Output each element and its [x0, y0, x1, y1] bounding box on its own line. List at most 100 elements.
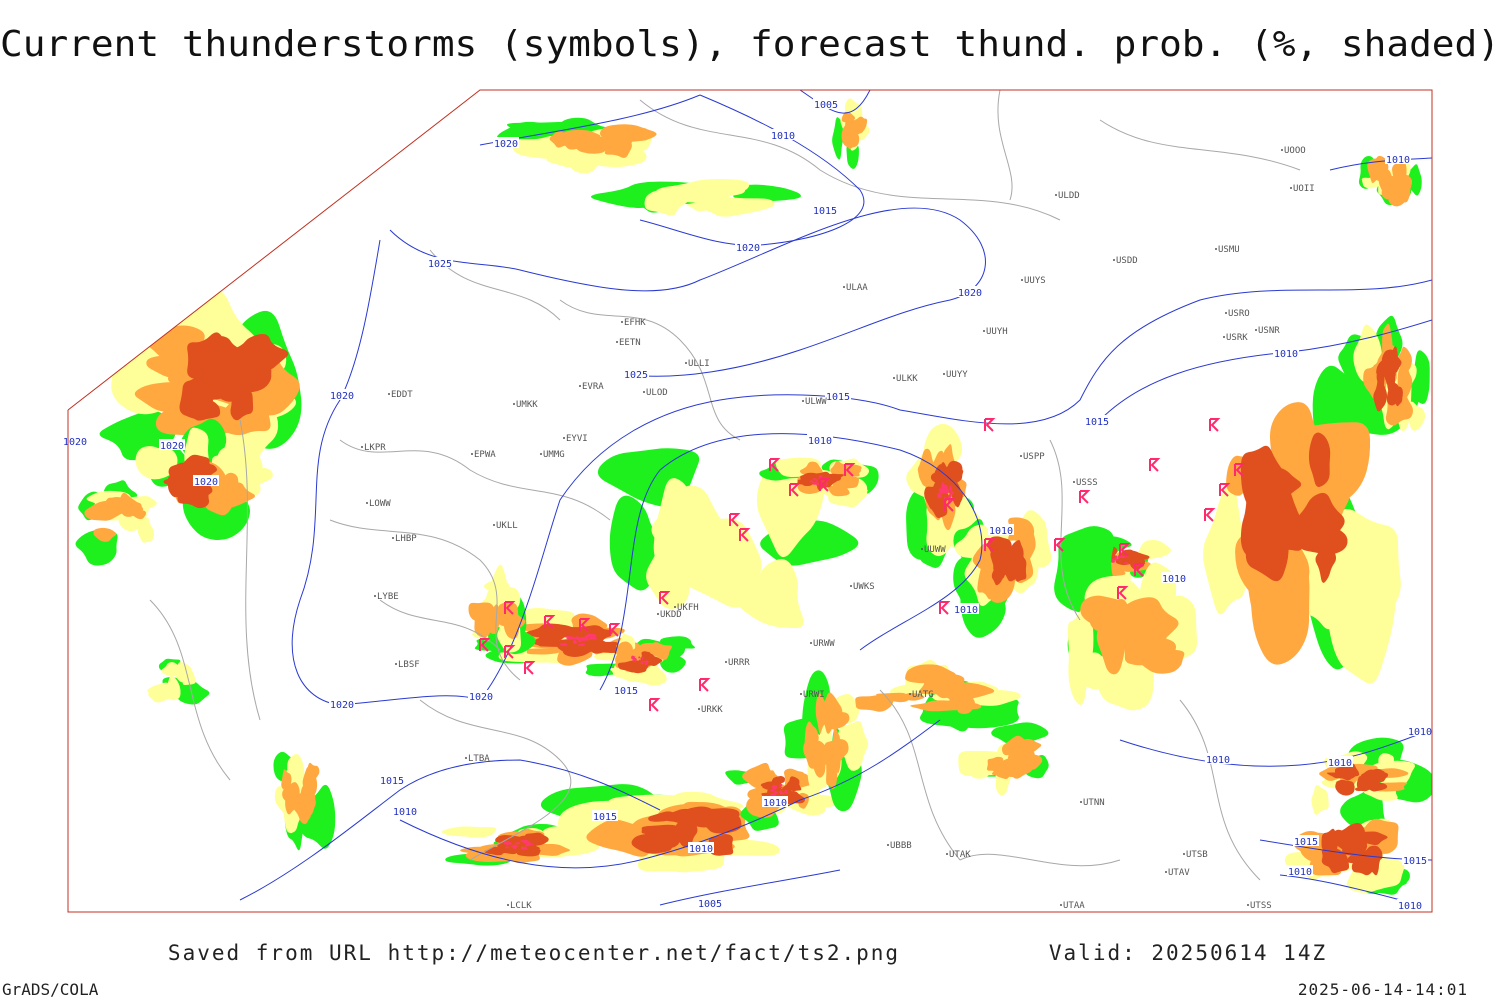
isobar-label: 1015: [826, 392, 850, 403]
shaded-area: [546, 154, 581, 168]
shaded-area: [588, 636, 597, 640]
shaded-area: [941, 482, 945, 489]
storm-symbol: [1117, 586, 1129, 600]
shaded-area: [549, 131, 575, 148]
label-bg: [62, 435, 88, 446]
isobar: [659, 869, 841, 906]
isobar-label: 1010: [393, 807, 417, 818]
shaded-area: [632, 657, 637, 660]
shaded-area: [1373, 379, 1388, 412]
shaded-area: [1335, 779, 1355, 796]
software-credit: GrADS/COLA: [2, 980, 99, 999]
shaded-area: [131, 510, 147, 519]
station-label: UOII: [1293, 184, 1315, 194]
shaded-area: [771, 776, 785, 784]
shaded-area: [839, 720, 869, 771]
station-dot: [540, 453, 542, 455]
shaded-area: [644, 830, 680, 849]
station-dot: [1080, 801, 1082, 803]
isobar-label: 1010: [1328, 758, 1352, 769]
station-dot: [893, 377, 895, 379]
storm-symbol: [699, 678, 711, 692]
shaded-area: [848, 116, 865, 137]
isobar-label: 1010: [763, 798, 787, 809]
shaded-area: [135, 446, 178, 480]
shaded-area: [84, 500, 123, 521]
shaded-area: [191, 463, 211, 474]
station-label: UMMG: [543, 450, 565, 460]
shaded-area: [577, 638, 582, 643]
isobar-label: 1020: [330, 391, 354, 402]
station-label: USRO: [1228, 309, 1250, 319]
storm-symbol: [1234, 463, 1246, 477]
shaded-area: [939, 490, 944, 494]
labels: 1005 1010 1020 1015 1020 1025 1020 1025 1015 1020…: [62, 98, 1433, 912]
timestamp: 2025-06-14-14:01: [1298, 980, 1468, 999]
isobar-label: 1015: [614, 686, 638, 697]
shaded-area: [525, 843, 535, 846]
label-bg: [427, 257, 453, 268]
station-label: UTSS: [1250, 901, 1272, 911]
thunderstorm-symbols: [479, 418, 1246, 712]
station-label: ULAA: [846, 283, 868, 293]
shaded-area: [656, 179, 750, 203]
shaded-area: [1118, 560, 1121, 563]
isobar-label: 1025: [624, 370, 648, 381]
label-bg: [735, 241, 761, 252]
station-label: ULDD: [1058, 191, 1080, 201]
station-label: EPWA: [474, 450, 496, 460]
shaded-area: [1124, 562, 1127, 564]
station-label: USDD: [1116, 256, 1138, 266]
storm-symbol: [1149, 458, 1161, 472]
station-label: URRR: [728, 658, 750, 668]
isobar-label: 1010: [771, 131, 795, 142]
station-dot: [1165, 871, 1167, 873]
shaded-area: [525, 832, 549, 844]
station-label: UUYH: [986, 327, 1008, 337]
station-dot: [1215, 248, 1217, 250]
station-dot: [1060, 904, 1062, 906]
shaded-area: [832, 117, 844, 160]
shaded-area: [788, 776, 800, 791]
isobar-label: 1015: [1403, 856, 1427, 867]
shaded-area: [1137, 540, 1172, 560]
shaded-area: [809, 480, 814, 483]
label-bg: [770, 129, 796, 140]
station-label: LBSF: [398, 660, 420, 670]
shaded-area: [1126, 563, 1130, 565]
station-label: URWI: [803, 690, 825, 700]
shaded-area: [638, 659, 641, 661]
map-frame: [67, 89, 1433, 913]
isobar-label: 1005: [814, 100, 838, 111]
station-label: UOOO: [1284, 146, 1306, 156]
shaded-area: [1125, 556, 1130, 558]
shaded-area: [1067, 607, 1094, 705]
shaded-area: [229, 333, 289, 371]
shaded-area: [633, 643, 664, 655]
station-label: UKLL: [496, 521, 518, 531]
station-dot: [1255, 329, 1257, 331]
source-url: Saved from URL http://meteocenter.net/fa…: [168, 941, 900, 965]
shaded-area: [562, 641, 595, 657]
shaded-area: [1115, 557, 1118, 561]
shaded-area: [638, 656, 641, 659]
label-bg: [329, 389, 355, 400]
shaded-area: [560, 643, 568, 646]
label-bg: [762, 796, 788, 807]
shaded-area: [1332, 829, 1349, 850]
storm-symbol: [944, 498, 956, 512]
station-dot: [366, 502, 368, 504]
label-bg: [953, 603, 979, 614]
shaded-area: [187, 332, 232, 387]
station-label: USMU: [1218, 245, 1240, 255]
shaded-area: [1311, 785, 1329, 815]
shaded-area: [520, 846, 528, 850]
station-dot: [1223, 336, 1225, 338]
isobar: [479, 279, 1432, 701]
isobar-label: 1010: [1274, 349, 1298, 360]
shaded-area: [1114, 555, 1118, 559]
isobar-label: 1020: [469, 692, 493, 703]
isobar-label: 1020: [160, 441, 184, 452]
shaded-area: [1321, 848, 1347, 868]
station-dot: [1021, 279, 1023, 281]
